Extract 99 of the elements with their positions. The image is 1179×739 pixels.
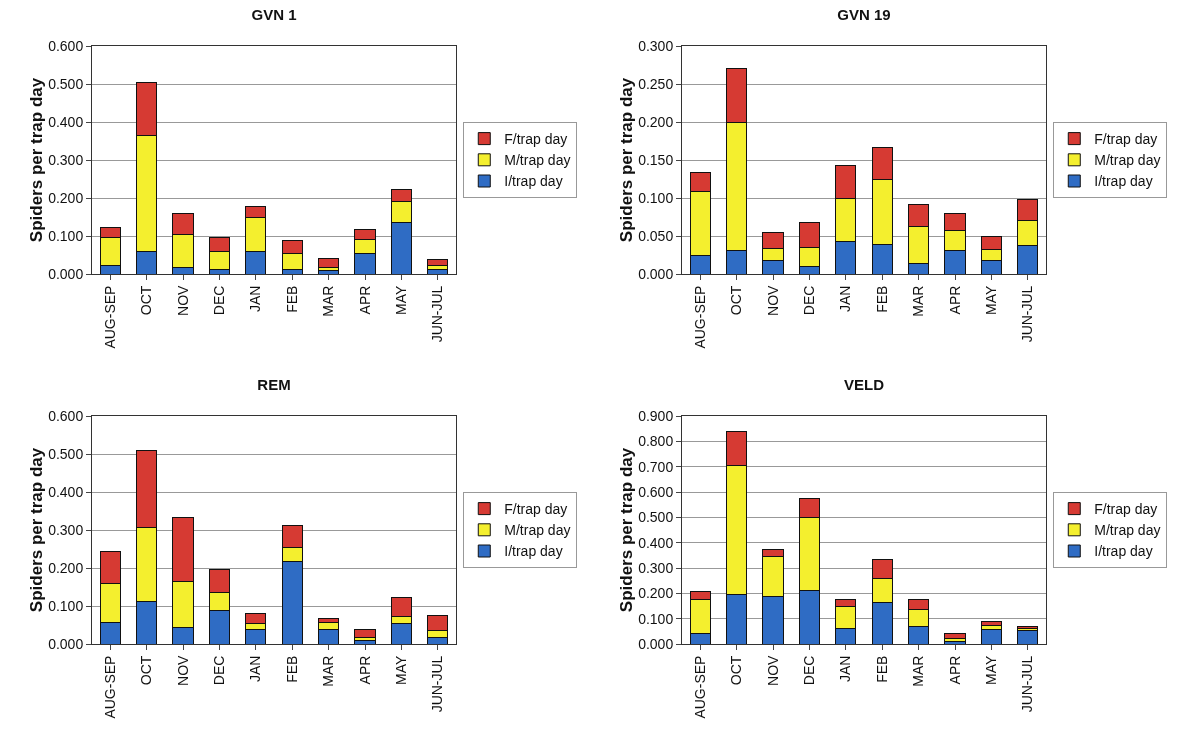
chart-title: VELD: [843, 375, 885, 393]
y-tick-label: 0.500: [638, 509, 674, 526]
x-tick-label: DEC: [210, 655, 227, 686]
bar: [980, 628, 1002, 644]
x-tick-label: AUG-SEP: [101, 655, 118, 719]
legend-label: I/trap day: [1094, 543, 1153, 560]
legend-label: F/trap day: [1094, 501, 1158, 518]
y-tick-label: 0.150: [638, 151, 674, 168]
x-tick-label: MAY: [392, 654, 409, 685]
y-tick-label: 0.400: [48, 113, 84, 130]
chart-title: GVN 1: [251, 5, 297, 23]
x-tick-label: DEC: [800, 285, 817, 316]
y-tick-label: 0.000: [48, 265, 84, 282]
x-tick-label: JUN-JUL: [1019, 655, 1036, 713]
legend-label: I/trap day: [504, 173, 563, 190]
y-tick-label: 0.300: [638, 37, 674, 54]
bar: [944, 633, 966, 640]
legend-label: I/trap day: [504, 543, 563, 560]
y-tick-label: 0.300: [48, 151, 84, 168]
x-tick-label: NOV: [764, 284, 781, 316]
x-tick-label: AUG-SEP: [691, 285, 708, 349]
y-axis-title: Spiders per trap day: [27, 77, 47, 243]
x-tick-label: MAY: [982, 284, 999, 315]
x-tick-label: JUN-JUL: [429, 285, 446, 343]
bar: [1017, 630, 1039, 644]
y-tick-label: 0.100: [48, 597, 84, 614]
y-tick-label: 0.900: [638, 407, 674, 424]
y-tick-label: 0.700: [638, 458, 674, 475]
legend-label: M/trap day: [504, 152, 571, 169]
x-tick-label: FEB: [283, 285, 300, 313]
x-tick-label: MAY: [392, 284, 409, 315]
y-tick-label: 0.000: [638, 265, 674, 282]
y-tick-label: 0.400: [638, 534, 674, 551]
x-tick-label: JAN: [247, 655, 264, 683]
y-tick-label: 0.500: [48, 445, 84, 462]
x-tick-label: OCT: [138, 655, 155, 686]
bar: [245, 629, 267, 644]
y-tick-label: 0.800: [638, 433, 674, 450]
y-tick-label: 0.600: [48, 407, 84, 424]
x-tick-label: FEB: [873, 285, 890, 313]
x-tick-label: MAR: [910, 655, 927, 687]
y-tick-label: 0.500: [48, 75, 84, 92]
x-tick-label: OCT: [728, 655, 745, 686]
legend-label: F/trap day: [504, 501, 568, 518]
x-tick-label: DEC: [210, 285, 227, 316]
x-tick-label: NOV: [764, 654, 781, 686]
legend-label: M/trap day: [1094, 152, 1161, 169]
y-tick-label: 0.000: [638, 635, 674, 652]
y-tick-label: 0.600: [638, 483, 674, 500]
x-tick-label: MAR: [320, 655, 337, 687]
x-tick-label: APR: [356, 655, 373, 685]
y-tick-label: 0.100: [638, 610, 674, 627]
y-tick-label: 0.200: [48, 189, 84, 206]
legend-label: M/trap day: [1094, 522, 1161, 539]
x-tick-label: OCT: [138, 285, 155, 316]
x-tick-label: MAY: [982, 654, 999, 685]
y-axis-title: Spiders per trap day: [617, 447, 637, 613]
chart-title: REM: [257, 375, 291, 393]
y-tick-label: 0.200: [638, 585, 674, 602]
legend-label: F/trap day: [504, 131, 568, 148]
legend-label: I/trap day: [1094, 173, 1153, 190]
y-tick-label: 0.300: [48, 521, 84, 538]
x-tick-label: NOV: [174, 654, 191, 686]
x-tick-label: APR: [946, 285, 963, 315]
bar: [354, 629, 376, 638]
x-tick-label: JAN: [247, 285, 264, 313]
y-tick-label: 0.000: [48, 635, 84, 652]
x-tick-label: OCT: [728, 285, 745, 316]
chart-title: GVN 19: [837, 5, 891, 23]
x-tick-label: APR: [946, 655, 963, 685]
y-tick-label: 0.100: [48, 227, 84, 244]
y-tick-label: 0.050: [638, 227, 674, 244]
y-tick-label: 0.400: [48, 483, 84, 500]
x-tick-label: JUN-JUL: [429, 655, 446, 713]
x-tick-label: JAN: [837, 285, 854, 313]
x-tick-label: AUG-SEP: [691, 655, 708, 719]
x-tick-label: APR: [356, 285, 373, 315]
y-tick-label: 0.600: [48, 37, 84, 54]
y-axis-title: Spiders per trap day: [27, 447, 47, 613]
x-tick-label: JAN: [837, 655, 854, 683]
legend-label: M/trap day: [504, 522, 571, 539]
x-tick-label: NOV: [174, 284, 191, 316]
x-tick-label: AUG-SEP: [101, 285, 118, 349]
bar: [427, 259, 449, 266]
x-tick-label: FEB: [283, 655, 300, 683]
legend-label: F/trap day: [1094, 131, 1158, 148]
x-tick-label: DEC: [800, 655, 817, 686]
bar: [318, 258, 340, 269]
y-tick-label: 0.200: [638, 113, 674, 130]
y-tick-label: 0.250: [638, 75, 674, 92]
x-tick-label: MAR: [910, 285, 927, 317]
x-tick-label: MAR: [320, 285, 337, 317]
y-tick-label: 0.300: [638, 559, 674, 576]
y-tick-label: 0.200: [48, 559, 84, 576]
y-axis-title: Spiders per trap day: [617, 77, 637, 243]
x-tick-label: FEB: [873, 655, 890, 683]
x-tick-label: JUN-JUL: [1019, 285, 1036, 343]
bar: [980, 620, 1002, 627]
y-tick-label: 0.100: [638, 189, 674, 206]
